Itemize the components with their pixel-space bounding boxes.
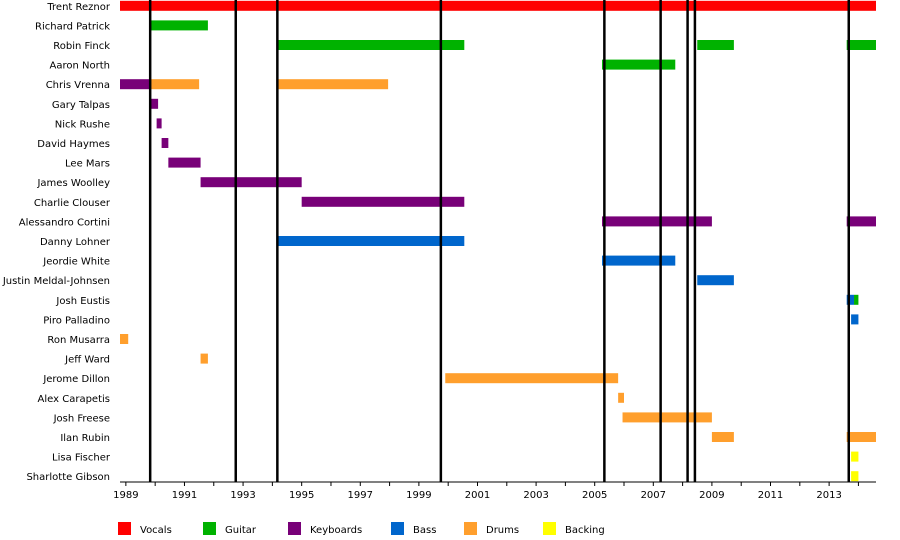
x-tick-label-1995: 1995 <box>289 490 314 501</box>
x-tick-label-2005: 2005 <box>582 490 607 501</box>
bar-chris-vrenna-keyboards-0 <box>120 79 151 90</box>
member-label-robin-finck: Robin Finck <box>53 41 110 52</box>
member-label-david-haymes: David Haymes <box>37 139 110 150</box>
x-tick-label-1991: 1991 <box>172 490 197 501</box>
legend-label-keyboards: Keyboards <box>310 525 362 536</box>
member-label-piro-palladino: Piro Palladino <box>43 315 110 326</box>
bar-robin-finck-guitar-1 <box>697 40 734 50</box>
member-label-chris-vrenna: Chris Vrenna <box>46 80 110 91</box>
member-label-james-woolley: James Woolley <box>36 178 110 189</box>
legend-swatch-keyboards <box>288 522 301 535</box>
bar-robin-finck-guitar-2 <box>846 40 876 50</box>
member-label-lee-mars: Lee Mars <box>65 159 110 170</box>
member-label-danny-lohner: Danny Lohner <box>40 237 111 248</box>
x-tick-label-2009: 2009 <box>699 490 724 501</box>
member-label-richard-patrick: Richard Patrick <box>35 21 110 32</box>
x-tick-label-2013: 2013 <box>816 490 841 501</box>
bar-gary-talpas-keyboards-0 <box>150 98 159 109</box>
member-label-josh-freese: Josh Freese <box>53 413 110 424</box>
member-label-charlie-clouser: Charlie Clouser <box>34 198 111 209</box>
member-label-lisa-fischer: Lisa Fischer <box>52 453 111 464</box>
bar-josh-eustis-bass-0 <box>846 294 855 305</box>
legend-label-drums: Drums <box>486 525 519 536</box>
x-tick-label-2007: 2007 <box>641 490 666 501</box>
bar-ron-musarra-drums-0 <box>120 334 129 344</box>
legend-swatch-vocals <box>118 522 131 535</box>
member-label-jeordie-white: Jeordie White <box>42 257 110 268</box>
bar-charlie-clouser-keyboards-0 <box>301 196 465 207</box>
bar-lee-mars-keyboards-0 <box>168 157 201 168</box>
bar-aaron-north-guitar-0 <box>602 59 676 70</box>
x-axis: 1989 1991 1993 1995 1997 1999 2001 2003 2005 2007… <box>113 481 876 501</box>
member-label-alex-carapetis: Alex Carapetis <box>38 394 110 405</box>
member-label-sharlotte-gibson: Sharlotte Gibson <box>26 472 110 483</box>
bar-alessandro-cortini-keyboards-1 <box>846 216 876 227</box>
member-label-alessandro-cortini: Alessandro Cortini <box>19 217 110 228</box>
member-bars <box>120 0 876 482</box>
x-tick-label-2003: 2003 <box>523 490 548 501</box>
member-label-jeff-ward: Jeff Ward <box>64 355 110 366</box>
bar-ilan-rubin-drums-0 <box>711 432 734 442</box>
legend-label-bass: Bass <box>413 525 436 536</box>
member-label-ron-musarra: Ron Musarra <box>47 335 110 346</box>
member-labels: Trent Reznor Richard Patrick Robin Finck Aa… <box>2 2 111 483</box>
member-label-josh-eustis: Josh Eustis <box>55 296 110 307</box>
bar-josh-eustis-guitar-1 <box>854 294 859 305</box>
member-label-trent-reznor: Trent Reznor <box>46 2 110 13</box>
member-label-ilan-rubin: Ilan Rubin <box>60 433 110 444</box>
x-tick-label-2001: 2001 <box>465 490 490 501</box>
bar-james-woolley-keyboards-0 <box>200 177 302 188</box>
bar-justin-meldal-johnsen-bass-0 <box>697 275 734 286</box>
legend-swatch-backing <box>543 522 556 535</box>
legend-swatch-guitar <box>203 522 216 535</box>
bar-josh-freese-drums-0 <box>622 412 712 423</box>
legend-swatch-bass <box>391 522 404 535</box>
member-label-nick-rushe: Nick Rushe <box>55 119 110 130</box>
bar-chris-vrenna-drums-2 <box>277 79 389 90</box>
bar-david-haymes-keyboards-0 <box>161 138 169 148</box>
member-label-aaron-north: Aaron North <box>50 61 110 72</box>
bar-richard-patrick-guitar-0 <box>150 20 208 31</box>
bar-lisa-fischer-backing-0 <box>851 451 859 462</box>
bar-danny-lohner-bass-0 <box>277 236 465 246</box>
release-lines <box>148 0 850 482</box>
x-tick-label-2011: 2011 <box>758 490 783 501</box>
x-tick-label-1999: 1999 <box>406 490 431 501</box>
x-tick-label-1997: 1997 <box>348 490 373 501</box>
member-label-gary-talpas: Gary Talpas <box>52 100 110 111</box>
bar-sharlotte-gibson-backing-0 <box>851 471 859 482</box>
bar-ilan-rubin-drums-1 <box>846 432 876 442</box>
legend: Vocals Guitar Keyboards Bass Drums Backing <box>118 522 605 536</box>
bar-chris-vrenna-drums-1 <box>150 79 200 90</box>
bar-nick-rushe-keyboards-0 <box>156 118 162 129</box>
bar-jeordie-white-bass-0 <box>602 255 676 266</box>
legend-label-backing: Backing <box>565 525 605 536</box>
bar-piro-palladino-bass-0 <box>851 314 859 325</box>
x-tick-label-1993: 1993 <box>230 490 255 501</box>
bar-alessandro-cortini-keyboards-0 <box>602 216 712 227</box>
bar-robin-finck-guitar-0 <box>277 40 465 50</box>
member-label-jerome-dillon: Jerome Dillon <box>42 374 110 385</box>
bar-jeff-ward-drums-0 <box>200 353 208 364</box>
member-label-justin-meldal-johnsen: Justin Meldal-Johnsen <box>2 276 110 287</box>
bar-jerome-dillon-drums-0 <box>445 373 619 384</box>
legend-label-vocals: Vocals <box>140 525 172 536</box>
bar-alex-carapetis-drums-0 <box>618 392 624 403</box>
legend-label-guitar: Guitar <box>225 525 257 536</box>
x-tick-label-1989: 1989 <box>113 490 138 501</box>
bar-trent-reznor-vocals-0 <box>120 0 876 11</box>
legend-swatch-drums <box>464 522 477 535</box>
